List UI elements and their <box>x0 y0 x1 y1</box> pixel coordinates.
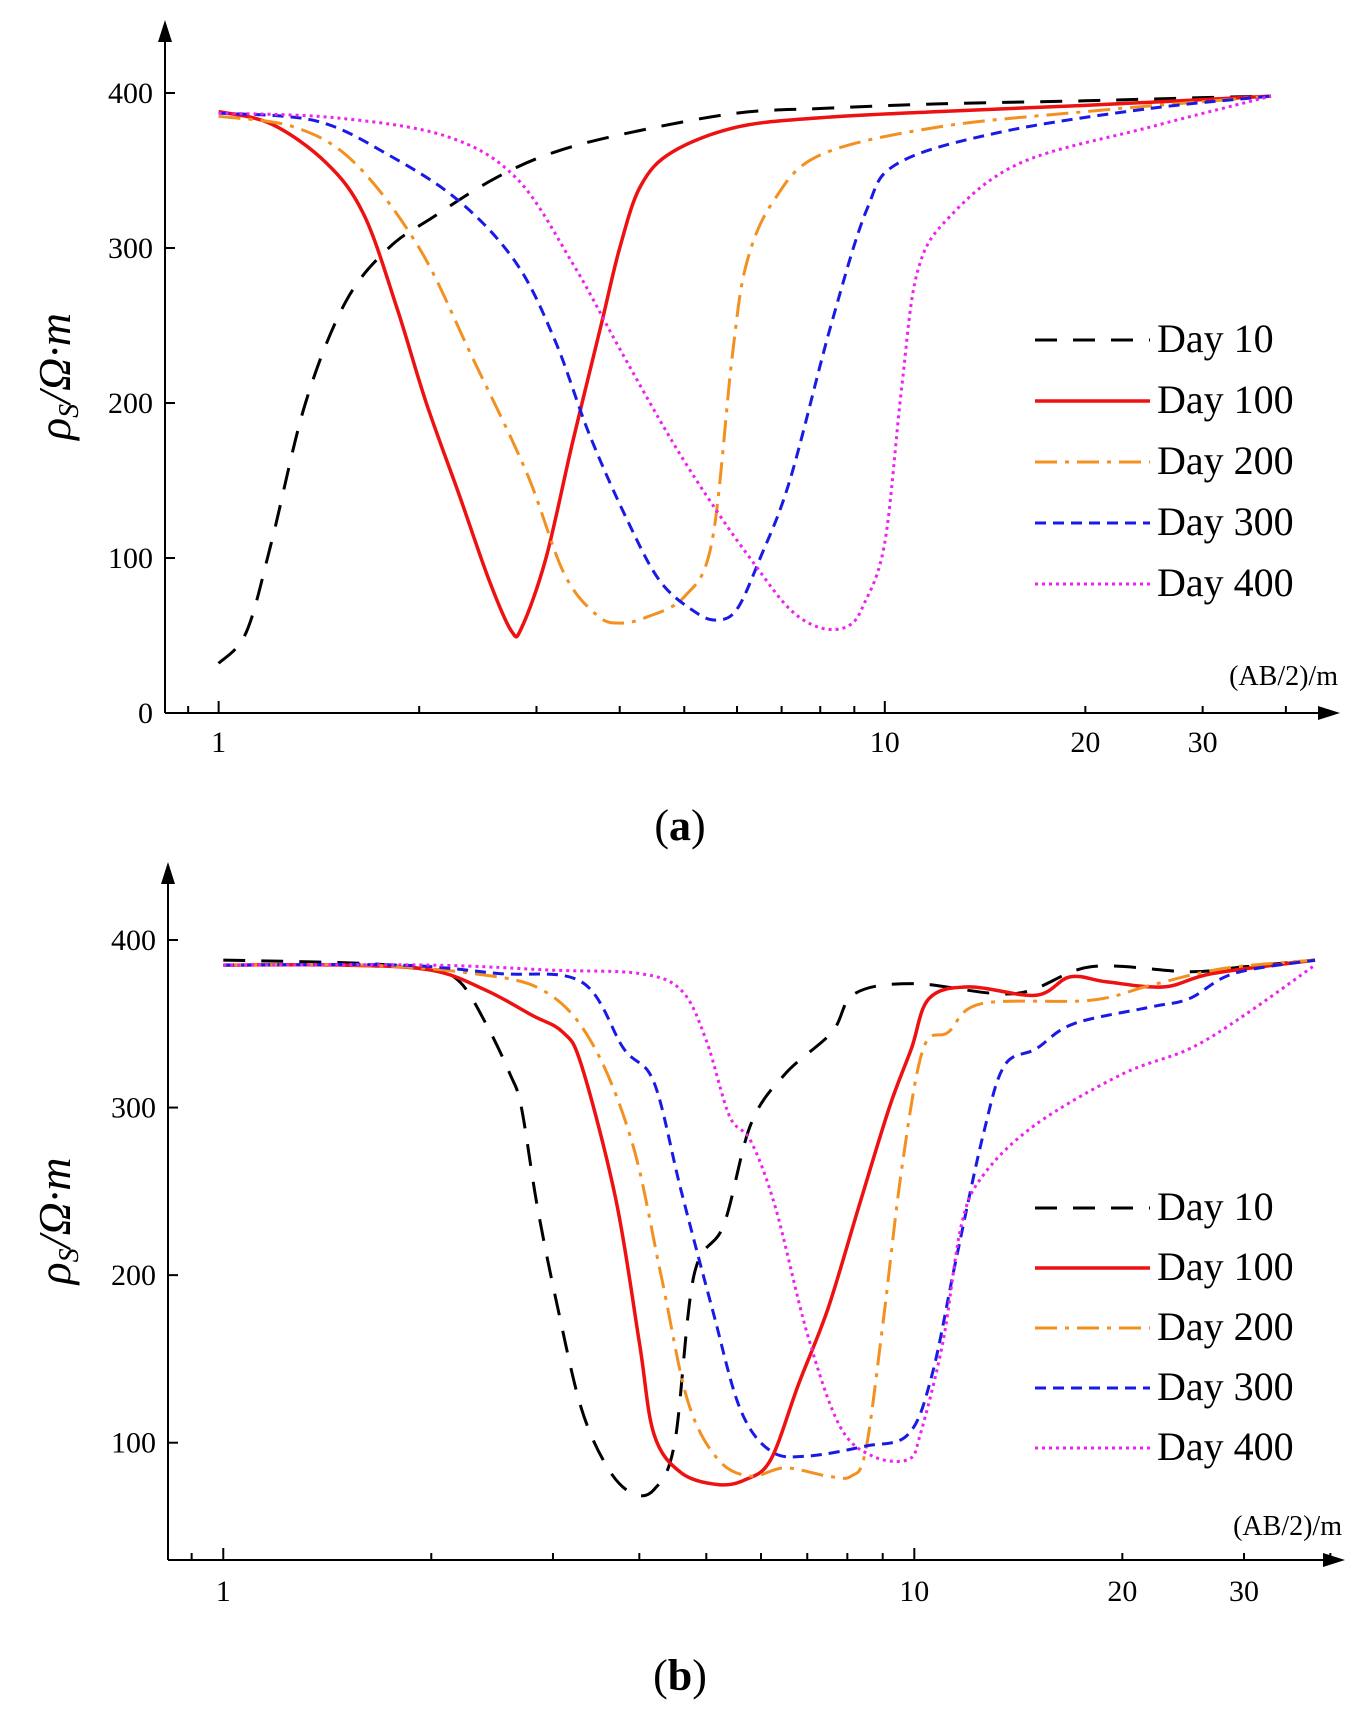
legend-label-day-10: Day 10 <box>1157 316 1274 361</box>
panel-caption-close: ) <box>691 801 706 850</box>
series-line-day-200 <box>218 94 1272 625</box>
y-axis-label-unit: /Ω·m <box>29 313 80 407</box>
y-tick-label: 100 <box>111 1427 156 1460</box>
legend-label-day-10: Day 10 <box>1157 1184 1274 1229</box>
series-line-day-400 <box>218 94 1272 632</box>
y-axis-label: ρS/Ω·m <box>29 1158 85 1287</box>
series-line-day-300 <box>223 958 1316 1459</box>
x-axis-label: (AB/2)/m <box>1229 661 1338 692</box>
y-axis-arrow <box>158 20 172 42</box>
series-line-day-200 <box>223 958 1316 1480</box>
series-line-day-10 <box>223 958 1316 1498</box>
y-axis-label-sub: S <box>54 1248 85 1262</box>
series-line-day-10 <box>217 94 1272 665</box>
x-tick-label: 10 <box>870 726 900 759</box>
chart-panel-a: 0 100 200 300 400 1 10 20 30 (AB/2)/m ρS/Ω·m Day 10… <box>29 20 1340 850</box>
x-tick-label: 20 <box>1107 1575 1137 1608</box>
series-line-day-400 <box>223 963 1316 1463</box>
panel-caption-open: ( <box>653 1651 668 1700</box>
x-axis-arrow <box>1323 1553 1345 1567</box>
panel-caption-letter: a <box>669 801 691 850</box>
panel-caption: (a) <box>654 801 705 850</box>
legend-label-day-100: Day 100 <box>1157 1244 1294 1289</box>
y-axis-label-unit: /Ω·m <box>29 1158 80 1252</box>
series-line-day-100 <box>223 958 1316 1487</box>
chart-panel-b: 100 200 300 400 1 10 20 30 (AB/2)/m ρS/Ω·m Day 10 D… <box>29 862 1345 1700</box>
y-tick-label: 200 <box>108 387 153 420</box>
y-axis-label-sub: S <box>54 404 85 418</box>
x-tick-label: 30 <box>1229 1575 1259 1608</box>
y-axis-label: ρS/Ω·m <box>29 313 85 442</box>
x-tick-label: 1 <box>211 726 226 759</box>
legend-label-day-400: Day 400 <box>1157 1424 1294 1469</box>
series-line-day-100 <box>218 94 1272 639</box>
y-tick-label: 300 <box>108 232 153 265</box>
x-axis-label: (AB/2)/m <box>1233 1511 1342 1542</box>
panel-caption-close: ) <box>692 1651 707 1700</box>
x-tick-label: 1 <box>216 1575 231 1608</box>
x-tick-label: 30 <box>1188 726 1218 759</box>
y-tick-label: 0 <box>138 697 153 730</box>
y-axis-arrow <box>161 862 175 884</box>
legend-label-day-200: Day 200 <box>1157 438 1294 483</box>
y-tick-label: 200 <box>111 1259 156 1292</box>
x-tick-label: 10 <box>899 1575 929 1608</box>
y-axis-label-rho: ρ <box>29 1262 80 1286</box>
y-tick-label: 100 <box>108 542 153 575</box>
y-tick-label: 400 <box>111 924 156 957</box>
x-tick-label: 20 <box>1070 726 1100 759</box>
legend-label-day-400: Day 400 <box>1157 560 1294 605</box>
panel-caption-open: ( <box>654 801 669 850</box>
y-tick-label: 400 <box>108 77 153 110</box>
legend-label-day-100: Day 100 <box>1157 377 1294 422</box>
legend-label-day-200: Day 200 <box>1157 1304 1294 1349</box>
legend-label-day-300: Day 300 <box>1157 499 1294 544</box>
panel-caption-letter: b <box>668 1651 692 1700</box>
y-axis-label-rho: ρ <box>29 418 80 442</box>
y-tick-label: 300 <box>111 1092 156 1125</box>
panel-caption: (b) <box>653 1651 707 1700</box>
series-line-day-300 <box>218 94 1272 622</box>
x-axis-arrow <box>1318 706 1340 720</box>
legend-label-day-300: Day 300 <box>1157 1364 1294 1409</box>
